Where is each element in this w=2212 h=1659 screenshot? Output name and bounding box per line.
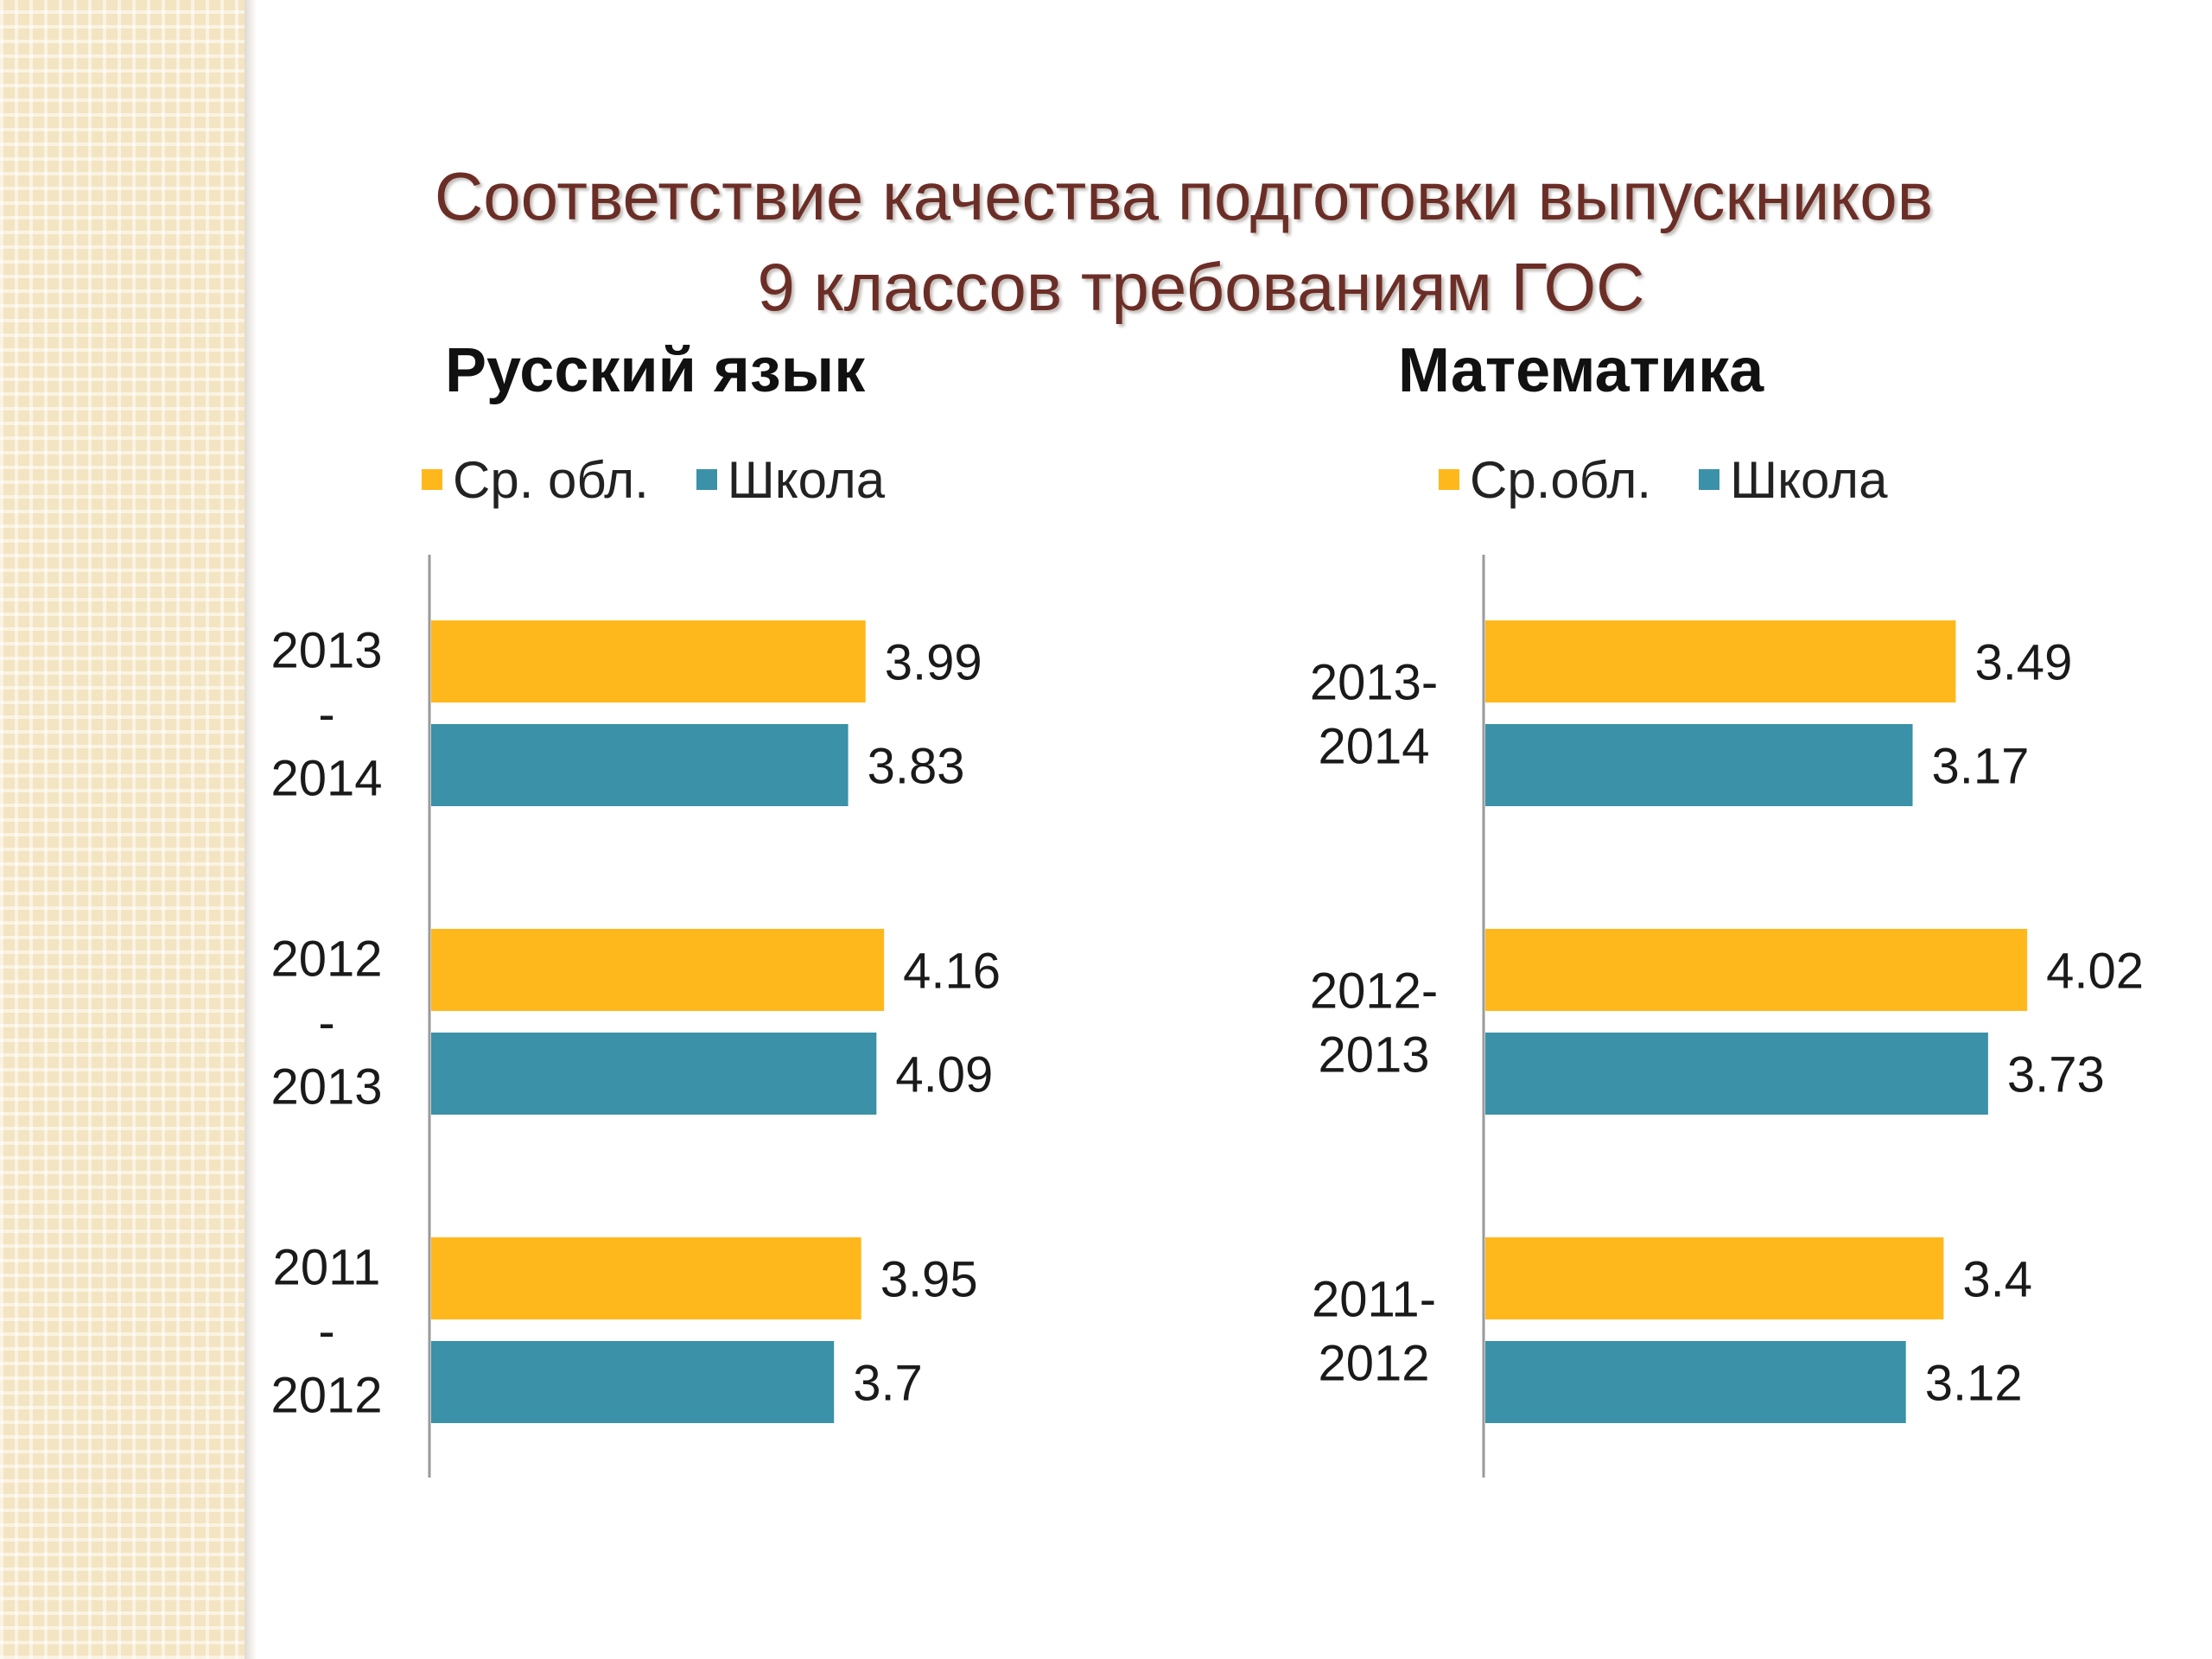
data-label: 4.02 bbox=[2046, 943, 2144, 999]
chart-title-russian: Русский язык bbox=[445, 336, 866, 405]
legend-item-school: Школа bbox=[696, 450, 885, 510]
bar-region bbox=[431, 620, 866, 702]
slide-title-line-1: Соответствие качества подготовки выпускн… bbox=[434, 158, 1934, 234]
legend-swatch-school bbox=[696, 469, 717, 490]
legend-swatch-school bbox=[1699, 469, 1720, 490]
bar-chart-math: 2013- 2014 3.49 3.17 2012- 2013 4.02 3.73 2011- 2… bbox=[1310, 555, 2144, 1478]
data-label: 3.4 bbox=[1962, 1251, 2032, 1307]
decorative-side-strip bbox=[0, 0, 245, 1659]
category-label: 2011 bbox=[273, 1239, 381, 1295]
slide-title: Соответствие качества подготовки выпускн… bbox=[320, 151, 2048, 333]
data-label: 3.73 bbox=[2007, 1046, 2105, 1103]
category-label: - bbox=[318, 686, 334, 742]
bar-school bbox=[431, 1341, 835, 1423]
data-label: 3.95 bbox=[880, 1251, 978, 1307]
bar-school bbox=[431, 1033, 877, 1115]
legend-item-region: Ср. обл. bbox=[422, 450, 649, 510]
legend-swatch-region bbox=[1439, 469, 1459, 490]
legend-label-school: Школа bbox=[727, 450, 886, 509]
data-label: 3.49 bbox=[1974, 634, 2072, 690]
bar-school bbox=[1485, 724, 1913, 806]
category-label: 2012 bbox=[1318, 1335, 1429, 1391]
data-label: 3.99 bbox=[885, 634, 982, 690]
bar-region bbox=[1485, 1237, 1944, 1319]
category-label: 2012 bbox=[270, 1367, 382, 1423]
data-label: 3.83 bbox=[868, 738, 965, 794]
category-label: 2013 bbox=[270, 622, 382, 678]
bar-chart-russian: 2013 - 2014 3.99 3.83 2012 - 2013 4.16 4.09 2011 - 2… bbox=[270, 555, 1001, 1478]
bar-school bbox=[1485, 1033, 1988, 1115]
chart-title-math: Математика bbox=[1398, 336, 1764, 405]
legend-item-region: Ср.обл. bbox=[1439, 450, 1651, 510]
category-label: 2013- bbox=[1310, 654, 1438, 710]
category-label: 2013 bbox=[1318, 1027, 1429, 1083]
data-label: 4.16 bbox=[903, 943, 1001, 999]
legend-label-school: Школа bbox=[1730, 450, 1888, 509]
category-label: 2012 bbox=[270, 931, 382, 987]
data-label: 3.12 bbox=[1925, 1355, 2023, 1411]
data-label: 3.7 bbox=[853, 1355, 923, 1411]
legend-math: Ср.обл. Школа bbox=[1439, 445, 1935, 514]
category-label: 2011- bbox=[1312, 1271, 1436, 1327]
slide-title-line-2: 9 классов требованиям ГОС bbox=[757, 249, 1645, 325]
category-label: - bbox=[318, 995, 334, 1051]
bar-school bbox=[431, 724, 849, 806]
data-label: 3.17 bbox=[1932, 738, 2030, 794]
category-label: 2013 bbox=[270, 1058, 382, 1115]
data-label: 4.09 bbox=[895, 1046, 993, 1103]
bar-region bbox=[1485, 929, 2028, 1011]
category-label: 2014 bbox=[1318, 718, 1429, 774]
bar-region bbox=[431, 929, 885, 1011]
category-label: - bbox=[318, 1303, 334, 1359]
legend-label-region: Ср. обл. bbox=[453, 450, 649, 509]
bar-region bbox=[431, 1237, 861, 1319]
bar-region bbox=[1485, 620, 1956, 702]
legend-label-region: Ср.обл. bbox=[1470, 450, 1652, 509]
legend-item-school: Школа bbox=[1699, 450, 1887, 510]
category-label: 2014 bbox=[270, 750, 382, 806]
bar-school bbox=[1485, 1341, 1906, 1423]
category-label: 2012- bbox=[1310, 963, 1438, 1019]
legend-russian: Ср. обл. Школа bbox=[422, 445, 932, 514]
strip-shadow bbox=[245, 0, 257, 1659]
legend-swatch-region bbox=[422, 469, 442, 490]
